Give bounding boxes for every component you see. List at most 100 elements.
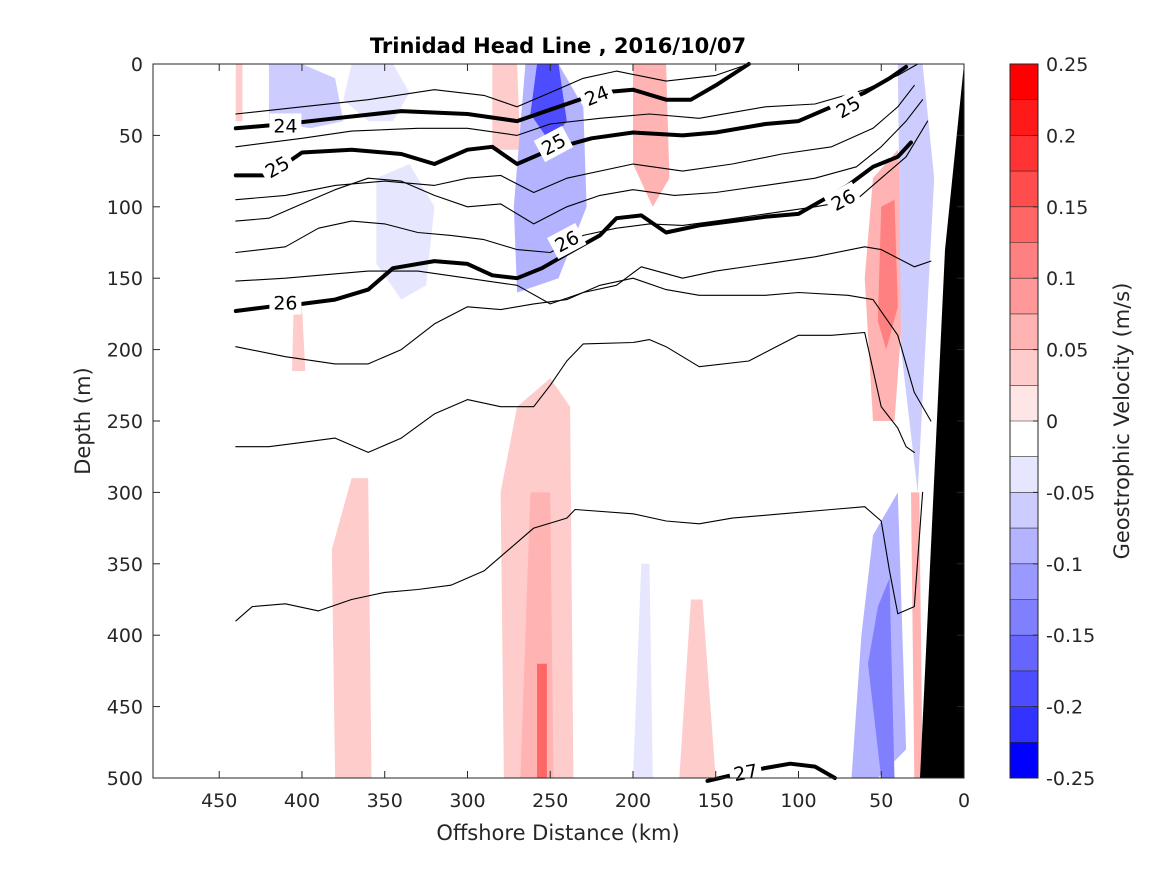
colorbar-tick-label: -0.15 xyxy=(1046,625,1095,647)
colorbar-level xyxy=(1010,492,1038,529)
chart-title: Trinidad Head Line , 2016/10/07 xyxy=(370,34,746,58)
x-axis: 450 400 350 300 250 200 150 100 50 0 xyxy=(201,64,970,812)
isopycnal-bold xyxy=(233,140,913,313)
colorbar-tick-label: -0.05 xyxy=(1046,482,1095,504)
colorbar-level xyxy=(1010,349,1038,386)
colorbar-level xyxy=(1010,635,1038,672)
colorbar-tick-label: -0.2 xyxy=(1046,697,1083,719)
colorbar-level xyxy=(1010,206,1038,243)
velocity-patch xyxy=(268,64,344,129)
colorbar-level xyxy=(1010,706,1038,743)
contour-label-mask xyxy=(727,757,764,787)
x-tick-label: 400 xyxy=(284,790,320,812)
colorbar-level xyxy=(1010,313,1038,351)
contour-label-mask xyxy=(257,148,297,186)
velocity-patch xyxy=(537,663,547,778)
colorbar-level xyxy=(1010,456,1038,493)
colorbar-level xyxy=(1010,99,1038,136)
y-tick-label: 400 xyxy=(107,625,143,647)
x-tick-label: 150 xyxy=(698,790,734,812)
x-tick-label: 300 xyxy=(449,790,485,812)
colorbar-tick-label: -0.25 xyxy=(1046,768,1095,790)
isopycnal-line xyxy=(235,84,915,201)
colorbar-tick-label: 0.1 xyxy=(1046,268,1076,290)
y-axis: 0 50 100 150 200 250 300 350 400 450 500 xyxy=(107,54,964,790)
colorbar-tick-label: 0.05 xyxy=(1046,340,1088,362)
y-tick-label: 500 xyxy=(107,768,143,790)
velocity-patch xyxy=(868,578,895,778)
colorbar-label: Geostrophic Velocity (m/s) xyxy=(1110,283,1134,560)
y-tick-label: 150 xyxy=(107,268,143,290)
colorbar-level xyxy=(1010,385,1038,422)
colorbar-level xyxy=(1010,171,1038,208)
colorbar-level xyxy=(1010,563,1038,600)
contour-label: 24 xyxy=(577,78,616,113)
isopycnal-line xyxy=(235,63,750,115)
velocity-patch xyxy=(235,64,243,122)
colorbar-ticks: 0.25 0.2 0.15 0.1 0.05 0 -0.05 -0.1 -0.15 -0.2 -0.… xyxy=(1033,54,1095,790)
contour-value: 24 xyxy=(273,115,297,137)
x-tick-label: 0 xyxy=(958,790,970,812)
velocity-patch xyxy=(292,306,306,371)
velocity-patch xyxy=(897,64,935,493)
colorbar-tick-label: 0.15 xyxy=(1046,197,1088,219)
y-axis-label: Depth (m) xyxy=(71,367,95,474)
y-tick-label: 300 xyxy=(107,482,143,504)
isopycnal-line xyxy=(235,491,924,622)
colorbar-level xyxy=(1010,421,1038,458)
velocity-patch xyxy=(877,199,898,350)
colorbar-level xyxy=(1010,135,1038,172)
contour-value: 26 xyxy=(273,292,297,314)
velocity-patch xyxy=(911,492,923,778)
y-tick-label: 200 xyxy=(107,340,143,362)
velocity-patch xyxy=(343,64,410,122)
y-tick-label: 350 xyxy=(107,554,143,576)
y-tick-label: 100 xyxy=(107,197,143,219)
colorbar-level xyxy=(1010,278,1038,315)
contour-value: 27 xyxy=(732,760,760,786)
velocity-patch xyxy=(679,599,716,778)
contour-label-mask xyxy=(577,78,616,113)
y-tick-label: 0 xyxy=(131,54,143,76)
velocity-patch xyxy=(633,563,653,778)
x-tick-label: 50 xyxy=(869,790,893,812)
colorbar-tick-label: 0 xyxy=(1046,411,1058,433)
velocity-patch xyxy=(492,64,521,150)
y-tick-label: 50 xyxy=(119,125,143,147)
colorbar-tick-label: 0.25 xyxy=(1046,54,1088,76)
contour-label-mask xyxy=(269,290,302,315)
contour-label-mask xyxy=(533,125,574,163)
contour-label: 27 xyxy=(727,757,764,787)
colorbar-level xyxy=(1010,64,1038,101)
y-tick-label: 250 xyxy=(107,411,143,433)
x-tick-label: 100 xyxy=(780,790,816,812)
contour-label: 26 xyxy=(269,290,302,315)
colorbar-level xyxy=(1010,742,1038,779)
velocity-patch xyxy=(376,164,435,300)
contour-label-mask xyxy=(269,113,302,138)
colorbar-level xyxy=(1010,242,1038,279)
colorbar-level xyxy=(1010,528,1038,565)
contour-label-mask xyxy=(823,181,863,218)
x-tick-label: 250 xyxy=(532,790,568,812)
y-tick-label: 450 xyxy=(107,697,143,719)
colorbar-level xyxy=(1010,670,1038,708)
contour-label-mask xyxy=(828,88,868,126)
isopycnal-line xyxy=(235,246,932,305)
isopycnal-line xyxy=(235,277,932,422)
isopycnal-bold xyxy=(705,761,837,783)
colorbar-tick-label: 0.2 xyxy=(1046,125,1076,147)
x-tick-label: 450 xyxy=(201,790,237,812)
colorbar-tick-label: -0.1 xyxy=(1046,554,1083,576)
contour-label-mask xyxy=(547,222,587,260)
isopycnal-bold xyxy=(233,62,751,131)
colorbar: 0.25 0.2 0.15 0.1 0.05 0 -0.05 -0.1 -0.15 -0.2 -0.… xyxy=(1009,54,1134,790)
velocity-patch xyxy=(331,478,372,778)
x-axis-label: Offshore Distance (km) xyxy=(436,821,679,845)
colorbar-level xyxy=(1010,599,1038,636)
x-tick-label: 350 xyxy=(367,790,403,812)
seafloor-shelf xyxy=(920,64,964,778)
